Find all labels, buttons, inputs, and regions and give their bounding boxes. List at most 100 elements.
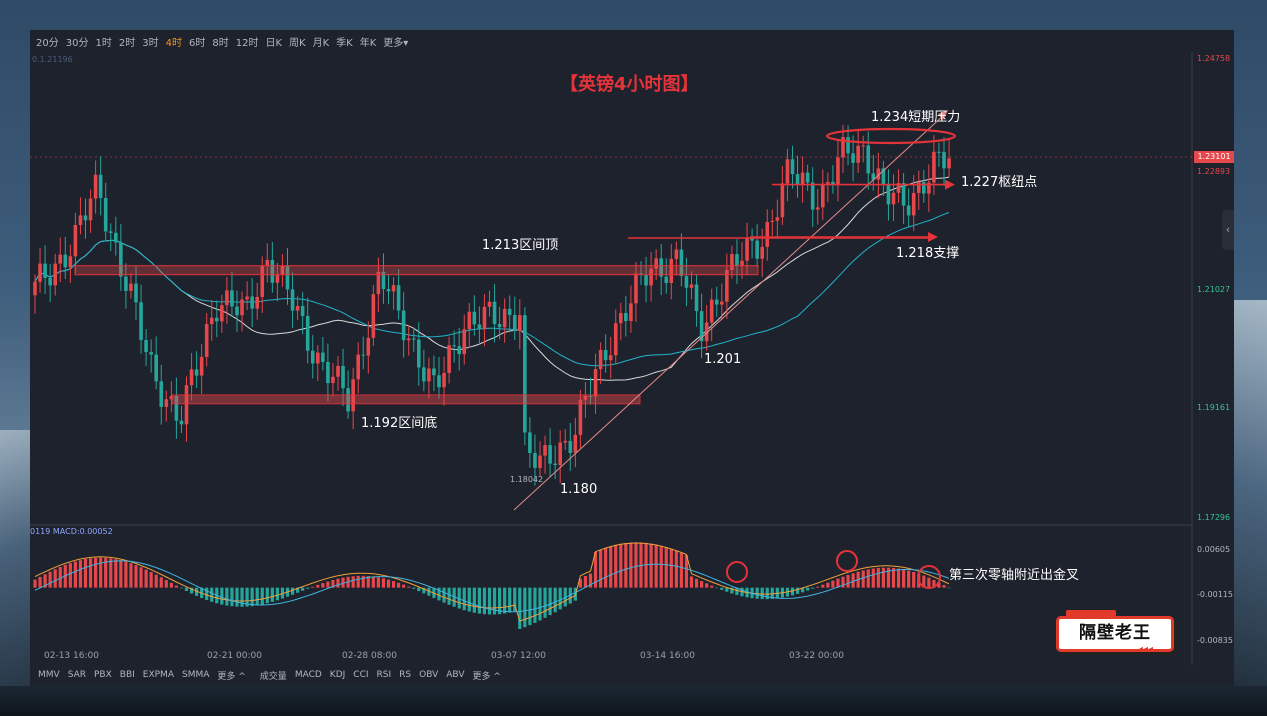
timeframe-more-dropdown[interactable]: 更多▾ [383,37,409,49]
macd-histogram-bar [790,587,795,596]
timeframe-2h[interactable]: 2时 [118,37,136,49]
timeframe-1h[interactable]: 1时 [95,37,112,49]
candle-body [396,285,401,311]
timeframe-week[interactable]: 周K [289,37,306,49]
chevron-left-icon[interactable]: ‹ [1222,210,1234,250]
macd-histogram-bar [371,576,375,588]
candle-body [684,276,689,288]
candle-body [189,369,194,386]
indicator-rsi[interactable]: RSI [376,670,392,680]
macd-histogram-bar [503,587,507,614]
indicator-main-more[interactable]: 更多 ^ [217,671,246,682]
candle-body [750,237,754,241]
candle-body [578,399,583,435]
candle-body [336,365,340,377]
candle-body [538,455,542,468]
time-tick-5: 03-14 16:00 [640,651,695,661]
candle-body [785,159,790,184]
chart-title: 【英镑4小时图】 [560,74,699,95]
macd-tick-3: -0.00835 [1197,636,1233,645]
candle-body [321,352,325,362]
candle-body [310,350,315,364]
macd-histogram-bar [235,587,239,607]
indicator-macd[interactable]: MACD [294,670,322,680]
candle-body [472,311,477,325]
candle-body [204,323,209,357]
timeframe-4h[interactable]: 4时 [165,37,182,49]
macd-dea-line [34,560,950,613]
indicator-cci[interactable]: CCI [353,670,369,680]
macd-histogram-bar [593,551,598,588]
candle-body [634,273,638,304]
macd-histogram-bar [114,559,118,588]
indicator-kdj[interactable]: KDJ [329,670,346,680]
candle-body [613,323,618,356]
macd-histogram-bar [275,587,279,601]
timeframe-3h[interactable]: 3时 [142,37,159,49]
candle-body [735,254,739,266]
macd-histogram-bar [841,576,845,588]
timeframe-month[interactable]: 月K [312,37,330,49]
resistance-ellipse [825,127,957,145]
macd-histogram-bar [508,587,512,613]
macd-histogram-bar [225,587,229,606]
macd-histogram-bar [427,587,431,596]
candle-body [896,183,901,193]
indicator-sar[interactable]: SAR [67,670,86,680]
macd-histogram-bar [674,550,678,588]
indicator-obv[interactable]: OBV [419,670,439,680]
candle-body [361,354,366,356]
candle-body [755,240,759,259]
macd-histogram-bar [245,587,249,607]
timeframe-12h[interactable]: 12时 [235,37,259,49]
candle-body [406,338,411,341]
candle-body [558,442,562,466]
timeframe-quarter[interactable]: 季K [336,37,353,49]
macd-histogram-bar [725,587,729,592]
indicator-volume[interactable]: 成交量 [259,671,287,682]
candle-body [593,369,598,397]
macd-histogram-bar [356,575,360,588]
moving-averages [34,176,950,381]
indicator-smma[interactable]: SMMA [181,670,210,680]
timeframe-year[interactable]: 年K [359,37,377,49]
macd-histogram-bar [230,587,234,607]
macd-histogram-bar [99,557,103,588]
indicator-mmv[interactable]: MMV [38,670,60,680]
macd-histogram-bar [169,582,173,588]
candle-body [230,290,234,307]
candle-body [245,296,249,300]
timeframe-6h[interactable]: 6时 [188,37,206,49]
candle-body [815,207,820,210]
candle-body [502,308,507,328]
macd-histogram-bar [255,587,259,606]
candle-body [553,463,557,466]
indicator-sub-more[interactable]: 更多 ^ [472,671,501,682]
macd-histogram-bar [53,569,57,588]
indicator-abv[interactable]: ABV [446,670,465,680]
candle-body [43,263,47,278]
timeframe-8h[interactable]: 8时 [212,37,229,49]
macd-histogram-bar [801,587,805,593]
candle-body [512,314,517,332]
indicator-pbx[interactable]: PBX [93,670,112,680]
indicator-rs[interactable]: RS [399,670,412,680]
macd-histogram-bar [664,547,668,588]
timeframe-30m[interactable]: 30分 [65,37,89,49]
macd-histogram-bar [179,587,184,589]
indicator-bbi[interactable]: BBI [119,670,135,680]
macd-histogram-bar [947,587,951,589]
candle-body [457,346,461,355]
macd-histogram-bar [88,558,93,588]
timeframe-day[interactable]: 日K [265,37,283,49]
macd-histogram-bar [341,577,345,588]
macd-histogram-bar [376,577,380,588]
candle-body [699,311,704,342]
candle-body [533,453,537,468]
indicator-expma[interactable]: EXPMA [142,670,174,680]
price-chart[interactable] [30,30,1234,686]
candle-body [68,256,73,268]
timeframe-20m[interactable]: 20分 [36,37,59,49]
candle-body [598,350,603,370]
macd-histogram-bar [321,583,325,588]
